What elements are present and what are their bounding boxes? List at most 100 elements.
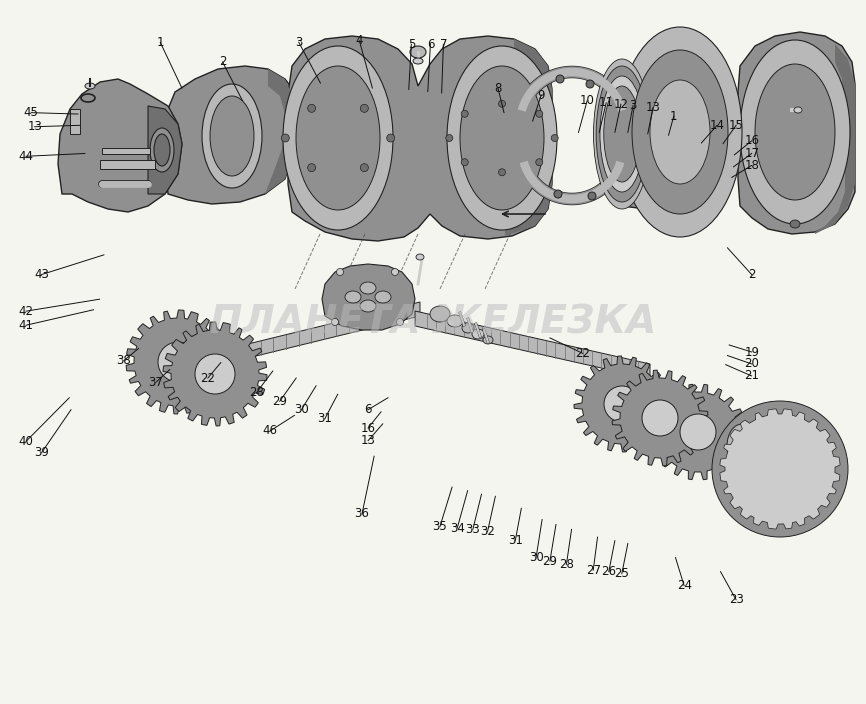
Text: 27: 27: [585, 564, 601, 577]
Text: 32: 32: [480, 525, 495, 538]
Text: 3: 3: [295, 36, 302, 49]
Text: 17: 17: [744, 147, 759, 160]
Text: 41: 41: [18, 319, 34, 332]
Polygon shape: [165, 66, 298, 204]
Ellipse shape: [650, 80, 710, 184]
Polygon shape: [748, 92, 798, 129]
Polygon shape: [815, 44, 855, 234]
Ellipse shape: [337, 268, 344, 275]
Ellipse shape: [413, 58, 423, 64]
Polygon shape: [58, 79, 182, 212]
Ellipse shape: [154, 134, 170, 166]
Text: 36: 36: [354, 508, 370, 520]
Ellipse shape: [499, 169, 506, 176]
Ellipse shape: [740, 40, 850, 224]
Polygon shape: [288, 36, 552, 241]
Ellipse shape: [360, 300, 376, 312]
Ellipse shape: [593, 59, 650, 209]
Text: 11: 11: [598, 96, 614, 109]
Text: 35: 35: [432, 520, 448, 533]
Ellipse shape: [345, 291, 361, 303]
Ellipse shape: [556, 75, 564, 83]
Text: 6: 6: [427, 38, 434, 51]
Ellipse shape: [462, 111, 469, 118]
Polygon shape: [163, 322, 267, 426]
Ellipse shape: [462, 158, 469, 165]
Text: 29: 29: [272, 395, 288, 408]
Ellipse shape: [150, 128, 174, 172]
Ellipse shape: [85, 83, 95, 89]
Text: 4: 4: [356, 34, 363, 47]
Ellipse shape: [416, 254, 424, 260]
Polygon shape: [730, 432, 762, 466]
Polygon shape: [612, 370, 708, 466]
Text: 22: 22: [575, 347, 591, 360]
Polygon shape: [615, 52, 738, 212]
Text: 1: 1: [157, 36, 164, 49]
Text: 29: 29: [542, 555, 558, 567]
Text: 9: 9: [538, 89, 545, 101]
Ellipse shape: [604, 86, 640, 182]
Ellipse shape: [360, 104, 368, 113]
Polygon shape: [720, 409, 840, 529]
Ellipse shape: [430, 306, 450, 322]
Polygon shape: [415, 311, 650, 379]
Text: 13: 13: [360, 434, 376, 447]
Circle shape: [642, 400, 678, 436]
Ellipse shape: [210, 96, 254, 176]
Text: 38: 38: [116, 354, 132, 367]
Ellipse shape: [446, 134, 453, 142]
Ellipse shape: [360, 163, 368, 172]
Text: 23: 23: [728, 593, 744, 606]
Ellipse shape: [332, 318, 339, 325]
Text: 44: 44: [18, 150, 34, 163]
Polygon shape: [100, 160, 155, 169]
Polygon shape: [738, 32, 855, 234]
Ellipse shape: [296, 66, 380, 210]
Polygon shape: [215, 302, 420, 366]
Circle shape: [158, 342, 198, 382]
Ellipse shape: [483, 336, 493, 344]
Ellipse shape: [554, 190, 562, 198]
Text: 5: 5: [408, 38, 415, 51]
Text: 28: 28: [249, 386, 264, 399]
Text: 18: 18: [744, 159, 759, 172]
Polygon shape: [126, 310, 230, 414]
Ellipse shape: [755, 64, 835, 200]
Text: 3: 3: [630, 99, 637, 112]
Ellipse shape: [596, 66, 648, 202]
Ellipse shape: [283, 46, 393, 230]
Text: 8: 8: [494, 82, 501, 94]
Ellipse shape: [618, 27, 742, 237]
Text: 22: 22: [200, 372, 216, 384]
Polygon shape: [650, 384, 746, 479]
Text: 31: 31: [507, 534, 523, 547]
Text: 15: 15: [728, 119, 744, 132]
Text: 12: 12: [613, 98, 629, 111]
Text: 42: 42: [18, 305, 34, 318]
Ellipse shape: [202, 84, 262, 188]
Polygon shape: [692, 66, 738, 212]
Text: ПЛАНЕТА ЖЕЛЕЗКА: ПЛАНЕТА ЖЕЛЕЗКА: [210, 303, 656, 341]
Polygon shape: [650, 399, 700, 429]
Ellipse shape: [632, 50, 728, 214]
Text: 13: 13: [27, 120, 42, 133]
Polygon shape: [148, 106, 182, 194]
Text: 25: 25: [614, 567, 630, 580]
Ellipse shape: [600, 76, 644, 192]
Ellipse shape: [447, 46, 557, 230]
Polygon shape: [505, 39, 552, 236]
Text: 46: 46: [262, 425, 278, 437]
Ellipse shape: [462, 323, 474, 333]
Text: 28: 28: [559, 558, 574, 571]
Ellipse shape: [536, 158, 543, 165]
Ellipse shape: [551, 134, 559, 142]
Ellipse shape: [391, 268, 398, 275]
Text: 43: 43: [34, 268, 49, 281]
Ellipse shape: [387, 134, 395, 142]
Ellipse shape: [447, 315, 463, 327]
Ellipse shape: [307, 163, 315, 172]
Ellipse shape: [499, 100, 506, 107]
Text: 33: 33: [465, 523, 481, 536]
Ellipse shape: [727, 424, 757, 468]
